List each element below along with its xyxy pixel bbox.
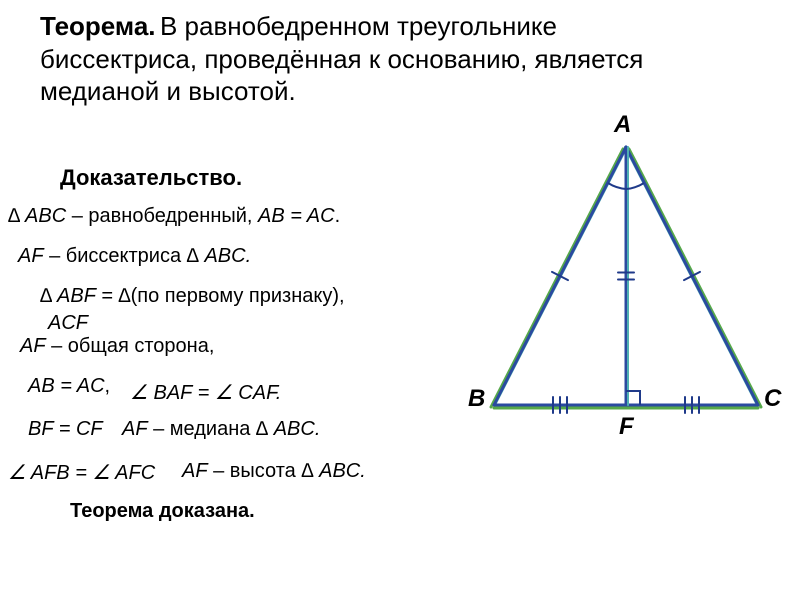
l7d: ∆ ABC. [301,460,365,482]
l5c: ∠ BAF = ∠ CAF. [130,382,281,404]
l2b: – биссектриса [44,245,187,267]
vertex-B: B [468,385,485,413]
l6c: – медиана [148,418,256,440]
l4a: AF [20,335,46,357]
l6d: ∆ ABC. [256,418,320,440]
l6b: AF [122,418,148,440]
l2c: ∆ ABC. [187,245,251,267]
proof-line-7b: AF – высота ∆ ABC. [182,460,366,483]
l5a: AB = AC [28,375,105,397]
proof-line-7: ∠ AFB = ∠ AFC [8,460,155,485]
l6a: BF = CF [28,418,103,440]
l3b: (по первому признаку), [131,285,345,307]
theorem-block: Теорема. В равнобедренном треугольнике б… [40,10,660,108]
l3a: ∆ ABF = ∆ [40,285,131,307]
l3c: ACF [48,312,88,334]
l4b: – общая сторона, [46,335,215,357]
proof-line-3c: ACF [48,312,88,335]
proof-line-5: AB = AC, [28,375,110,398]
triangle-figure: A B C F [476,135,776,455]
l7a: ∠ AFB = ∠ AFC [8,462,155,484]
theorem-label: Теорема. [40,11,156,41]
l5b: , [105,375,111,397]
l2a: AF [18,245,44,267]
vertex-F: F [619,413,634,441]
proof-line-2: AF – биссектриса ∆ ABC. [18,245,251,268]
proof-line-6b: AF – медиана ∆ ABC. [122,418,320,441]
proof-line-3a: ∆ ABF = ∆(по первому признаку), [40,285,345,308]
proof-label: Доказательство. [60,165,242,191]
qed: Теорема доказана. [70,500,255,523]
l7b: AF [182,460,208,482]
vertex-A: A [614,111,631,139]
l1a: ∆ ABC [8,205,66,227]
l1d: . [335,205,341,227]
proof-line-5c: ∠ BAF = ∠ CAF. [130,380,281,405]
proof-line-4: AF – общая сторона, [20,335,214,358]
triangle-svg [476,135,776,445]
l1c: AB = AC [258,205,335,227]
l7c: – высота [208,460,302,482]
proof-line-1: ∆ ABC – равнобедренный, AB = AC. [8,205,340,228]
proof-line-6: BF = CF [28,418,103,441]
l1b: – равнобедренный, [66,205,258,227]
vertex-C: C [764,385,781,413]
